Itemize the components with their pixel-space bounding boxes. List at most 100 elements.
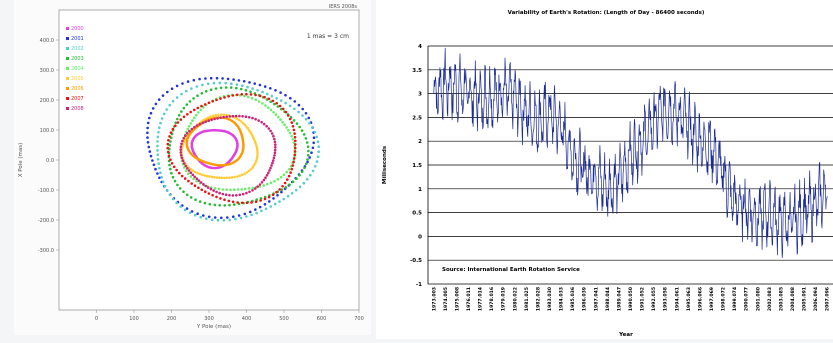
data-point (213, 187, 217, 190)
data-point (173, 179, 177, 183)
data-point (317, 145, 321, 148)
data-point (213, 175, 216, 179)
data-point (242, 80, 246, 83)
data-point (245, 92, 248, 96)
data-point (274, 146, 277, 149)
data-point (228, 115, 232, 118)
data-point (273, 179, 276, 183)
data-point (231, 114, 235, 118)
y-tick-label: 100.0 (40, 128, 54, 134)
data-point (258, 185, 262, 188)
data-point (248, 81, 251, 84)
data-point (158, 176, 161, 180)
data-point (251, 87, 254, 90)
data-point (158, 126, 161, 129)
data-point (215, 76, 219, 80)
data-point (268, 200, 271, 203)
x-tick-label: 1977.014 (478, 287, 484, 311)
data-point (180, 92, 183, 96)
data-point (293, 100, 297, 103)
data-point (311, 126, 314, 129)
data-point (250, 213, 253, 217)
data-point (215, 176, 219, 179)
data-point (226, 216, 229, 219)
data-point (182, 162, 186, 165)
y-tick-label: 1 (418, 187, 422, 193)
data-point (248, 210, 252, 214)
data-point (228, 203, 231, 207)
legend-marker (66, 107, 69, 110)
data-point (170, 87, 174, 90)
data-point (255, 144, 258, 147)
data-point (284, 110, 288, 114)
data-point (264, 207, 268, 211)
data-point (151, 107, 155, 110)
y-tick-label: -1 (416, 282, 422, 288)
data-point (247, 95, 250, 99)
data-point (191, 169, 195, 172)
x-tick-label: 1986.039 (582, 287, 588, 311)
data-point (166, 90, 169, 94)
data-point (256, 89, 259, 92)
data-point (209, 187, 213, 191)
data-point (183, 177, 187, 180)
data-point (198, 172, 202, 176)
data-point (304, 162, 308, 166)
data-point (188, 100, 192, 103)
data-point (256, 148, 259, 152)
y-tick-label: 0 (418, 234, 422, 240)
data-point (211, 193, 214, 197)
data-point (232, 78, 235, 81)
data-point (209, 115, 212, 118)
data-point (259, 197, 263, 200)
data-point (230, 176, 234, 179)
data-point (235, 148, 239, 151)
legend-entry: 2000 (71, 26, 84, 32)
data-point (219, 86, 223, 90)
data-point (243, 212, 247, 216)
legend-marker (66, 87, 69, 90)
data-point (292, 119, 296, 122)
y-axis-label: Milliseconds (382, 145, 388, 184)
data-point (149, 111, 153, 115)
data-point (149, 154, 153, 158)
data-point (244, 187, 247, 191)
data-point (292, 157, 296, 160)
data-point (169, 167, 172, 171)
data-point (168, 163, 171, 167)
data-point (273, 102, 276, 106)
scale-note: 1 mas = 3 cm (307, 33, 349, 40)
data-point (243, 94, 246, 98)
data-point (200, 104, 203, 108)
data-point (201, 83, 204, 87)
data-point (271, 159, 275, 162)
x-tick-label: 2006.094 (813, 287, 819, 311)
data-point (285, 170, 289, 174)
data-point (280, 188, 284, 191)
data-point (222, 113, 226, 117)
x-tick-label: 600 (317, 316, 327, 322)
data-point (171, 99, 175, 103)
data-point (213, 203, 217, 207)
data-point (306, 160, 309, 164)
data-point (308, 121, 311, 125)
data-point (293, 135, 297, 139)
data-point (246, 126, 249, 130)
data-point (301, 114, 304, 117)
data-point (269, 181, 273, 185)
data-point (304, 137, 308, 140)
data-point (238, 193, 242, 197)
data-point (193, 108, 196, 112)
data-point (310, 151, 313, 154)
data-point (272, 111, 275, 114)
data-point (189, 171, 193, 174)
data-point (225, 176, 229, 180)
data-point (181, 139, 184, 143)
y-tick-label: 200.0 (40, 98, 54, 104)
data-point (197, 111, 200, 114)
data-point (195, 113, 198, 117)
data-point (196, 171, 199, 175)
data-point (167, 154, 171, 158)
data-point (202, 106, 205, 109)
data-point (246, 85, 249, 89)
